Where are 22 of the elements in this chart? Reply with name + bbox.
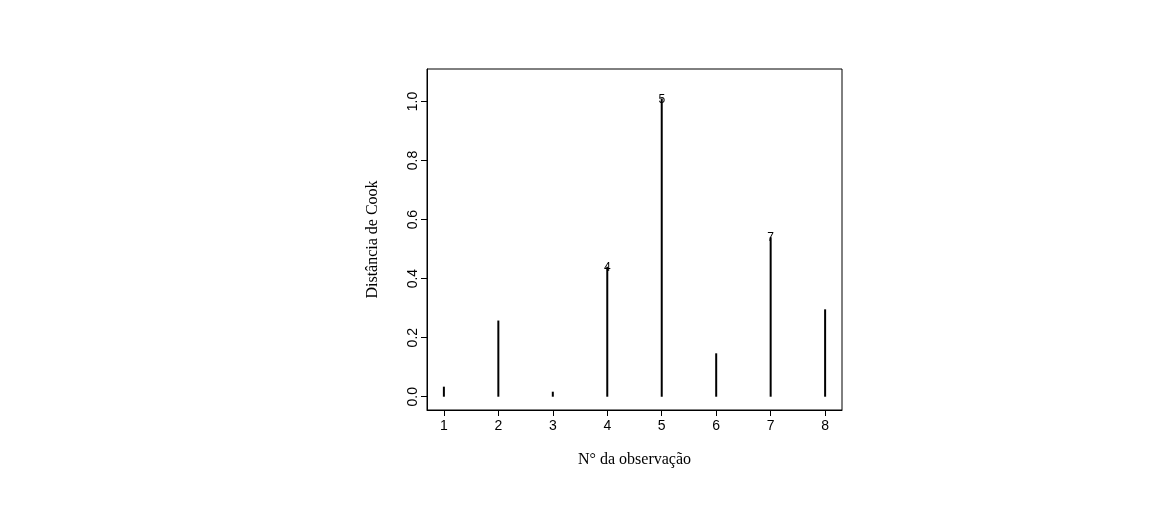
bar xyxy=(824,309,827,397)
x-tick-label: 8 xyxy=(821,417,830,433)
x-tick-label: 2 xyxy=(494,417,503,433)
y-tick-label: 1.0 xyxy=(404,91,420,112)
x-tick-label: 3 xyxy=(548,417,557,433)
x-tick-label: 4 xyxy=(603,417,612,433)
x-axis-title: N° da observação xyxy=(577,449,692,468)
bar xyxy=(442,386,445,397)
x-tick-label: 5 xyxy=(657,417,666,433)
x-tick-label: 7 xyxy=(766,417,775,433)
y-tick-label: 0.0 xyxy=(404,386,420,407)
y-tick-label: 0.6 xyxy=(404,209,420,230)
x-tick-label: 1 xyxy=(439,417,448,433)
y-tick-label: 0.8 xyxy=(404,150,420,171)
y-tick-label: 0.2 xyxy=(404,327,420,348)
bar xyxy=(497,320,500,397)
y-axis-title: Distância de Cook xyxy=(362,180,380,299)
y-tick-label: 0.4 xyxy=(404,268,420,289)
x-tick-label: 6 xyxy=(712,417,721,433)
annotation: 5 xyxy=(658,91,666,106)
bar xyxy=(715,353,718,397)
bar xyxy=(551,391,554,397)
